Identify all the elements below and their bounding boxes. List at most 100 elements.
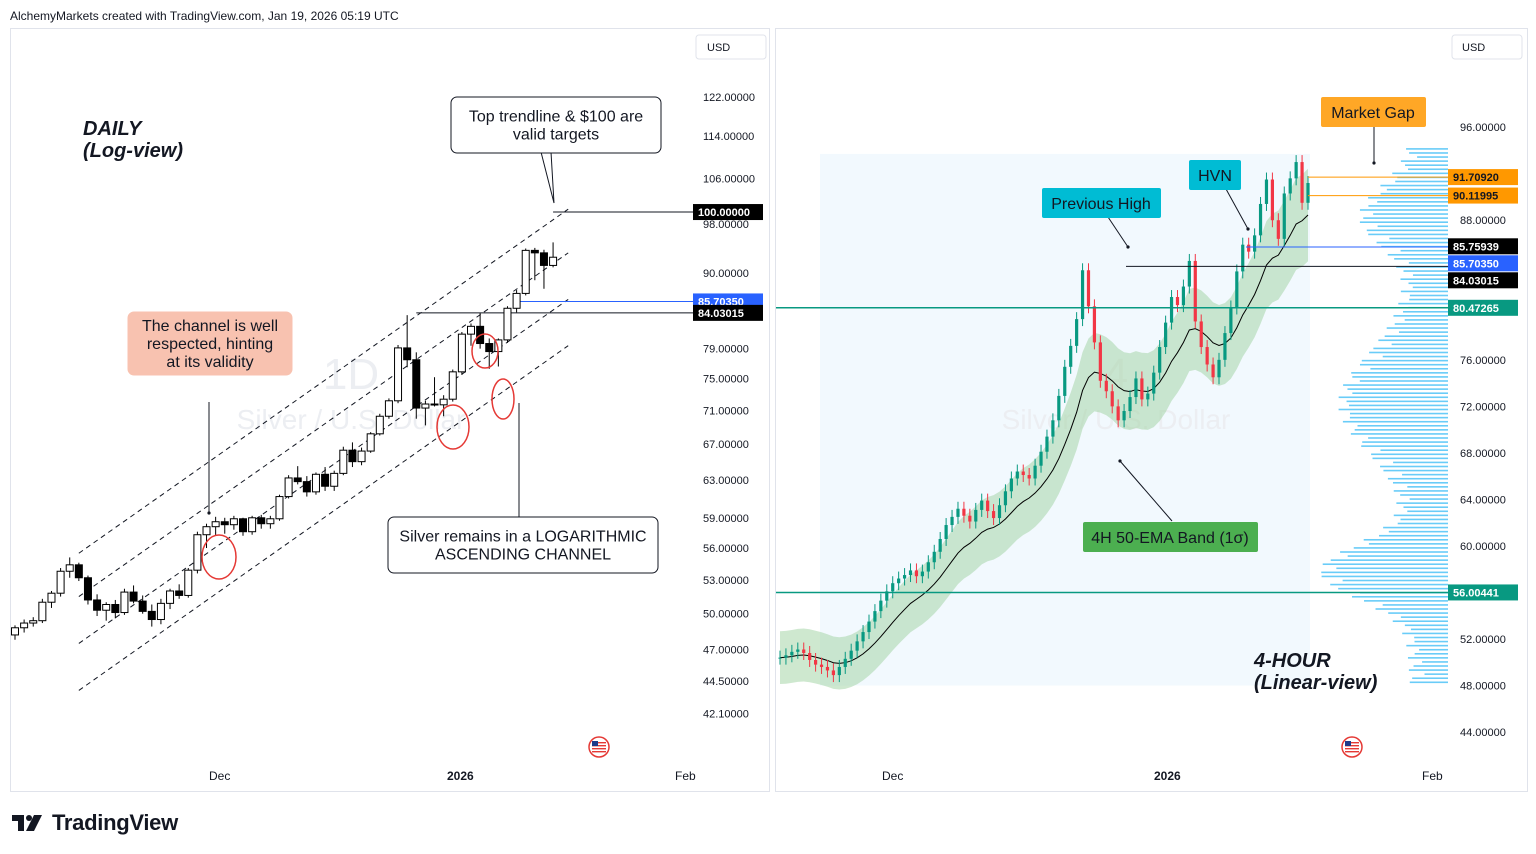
volume-profile-bar (1369, 351, 1448, 354)
volume-profile-bar (1368, 543, 1448, 545)
candle (802, 649, 806, 653)
candle (991, 511, 996, 519)
candle (74, 564, 83, 579)
volume-profile-bar (1408, 669, 1448, 671)
volume-profile-bar (1359, 209, 1448, 211)
hvn-pointer (1225, 188, 1249, 230)
volume-profile-bar (1419, 648, 1448, 651)
candle (366, 433, 375, 452)
daily-log-chart[interactable]: 1D Silver / U.S. Dollar 122.00000 114.00000… (11, 29, 769, 791)
volume-profile-bar (1359, 363, 1448, 366)
volume-profile-bar (1380, 449, 1448, 452)
volume-profile-bar (1407, 168, 1448, 171)
candle (980, 500, 984, 510)
volume-profile-bar (1352, 392, 1448, 395)
watermark-interval: 1D (323, 350, 379, 399)
volume-profile-bar (1402, 632, 1448, 635)
volume-profile-bar (1372, 457, 1448, 460)
volume-profile-bar (1403, 310, 1448, 313)
volume-profile-bar (1370, 367, 1448, 370)
y-tick-label: 60.00000 (1460, 541, 1506, 553)
volume-profile-bar (1400, 494, 1448, 496)
y-tick-label: 48.00000 (1460, 681, 1506, 693)
price-tag: 91.70920 (1453, 172, 1499, 184)
price-tag-bg (1448, 238, 1518, 255)
candle (248, 517, 257, 533)
y-tick-label: 71.00000 (703, 406, 749, 418)
x-tick-label: Dec (209, 769, 230, 783)
candle (357, 450, 366, 463)
price-tag-bg (693, 304, 763, 321)
y-tick-label: 98.00000 (703, 219, 749, 231)
volume-profile-bar (1383, 469, 1448, 472)
candle (938, 538, 942, 552)
left-chart-panel[interactable]: 1D Silver / U.S. Dollar 122.00000 114.00000… (10, 28, 770, 792)
candle (926, 562, 930, 572)
four-hour-linear-chart[interactable]: 4Silver / U.S. Dollar96.0000088.0000076.… (776, 29, 1527, 791)
candle (920, 571, 924, 577)
candle (138, 600, 147, 612)
candle (1264, 179, 1269, 204)
channel-line (78, 345, 569, 691)
candle (879, 600, 883, 612)
candle (439, 398, 448, 406)
price-tag-bg (1448, 272, 1518, 289)
candle (293, 477, 302, 483)
candle (1057, 395, 1061, 421)
candle (65, 564, 74, 572)
volume-profile-bar (1422, 661, 1448, 663)
candle (1116, 406, 1120, 421)
us-flag-icon-canton (592, 741, 598, 746)
volume-profile-bar (1407, 657, 1448, 659)
volume-profile-bar (1387, 477, 1448, 480)
volume-profile-bar (1347, 555, 1448, 557)
volume-profile-bar (1383, 526, 1448, 529)
candle (1039, 451, 1043, 466)
volume-profile-bar (1386, 188, 1448, 191)
volume-profile-bar (1382, 355, 1448, 358)
market-gap-dot (1372, 161, 1376, 165)
y-tick-label: 59.00000 (703, 513, 749, 525)
candle (193, 534, 202, 571)
volume-profile-bar (1359, 380, 1448, 382)
candle (1205, 347, 1209, 365)
volume-profile-bar (1396, 502, 1448, 504)
volume-profile-bar (1400, 290, 1448, 293)
volume-profile-bar (1354, 429, 1448, 431)
us-flag-icon-stripe (1345, 751, 1359, 753)
candle (156, 602, 165, 621)
volume-profile-bar (1348, 404, 1448, 407)
candle (1247, 244, 1251, 252)
candle (784, 655, 788, 658)
candle (837, 666, 841, 676)
band-label-box (1083, 522, 1258, 552)
candle (111, 603, 120, 614)
callout-log-channel-box (387, 516, 659, 574)
candle (448, 371, 457, 400)
callout-channel-text: The channel is well (142, 318, 278, 335)
candle (1253, 235, 1257, 252)
volume-profile-bar (1393, 461, 1448, 464)
y-tick-label: 50.00000 (703, 609, 749, 621)
candle (1164, 322, 1168, 348)
candle (1063, 366, 1067, 396)
candle (956, 508, 960, 517)
right-chart-panel[interactable]: 4Silver / U.S. Dollar96.0000088.0000076.… (775, 28, 1528, 792)
candle (1181, 286, 1186, 306)
previous-high-label: Previous High (1051, 196, 1151, 213)
y-tick-label: 90.00000 (703, 268, 749, 280)
candle (38, 601, 47, 622)
volume-profile-bar (1386, 327, 1448, 329)
candle (229, 518, 238, 526)
price-tag-bg (1448, 299, 1518, 316)
volume-profile-bar (1321, 575, 1448, 578)
price-tag: 56.00441 (1453, 587, 1499, 599)
candle (986, 500, 990, 512)
volume-profile-bar (1388, 530, 1448, 533)
candle (457, 333, 466, 373)
volume-profile-bar (1392, 620, 1448, 623)
x-tick-label: Dec (882, 769, 903, 783)
candle (549, 256, 558, 266)
tradingview-logo[interactable]: TradingView (12, 810, 178, 836)
candle (1134, 378, 1138, 398)
